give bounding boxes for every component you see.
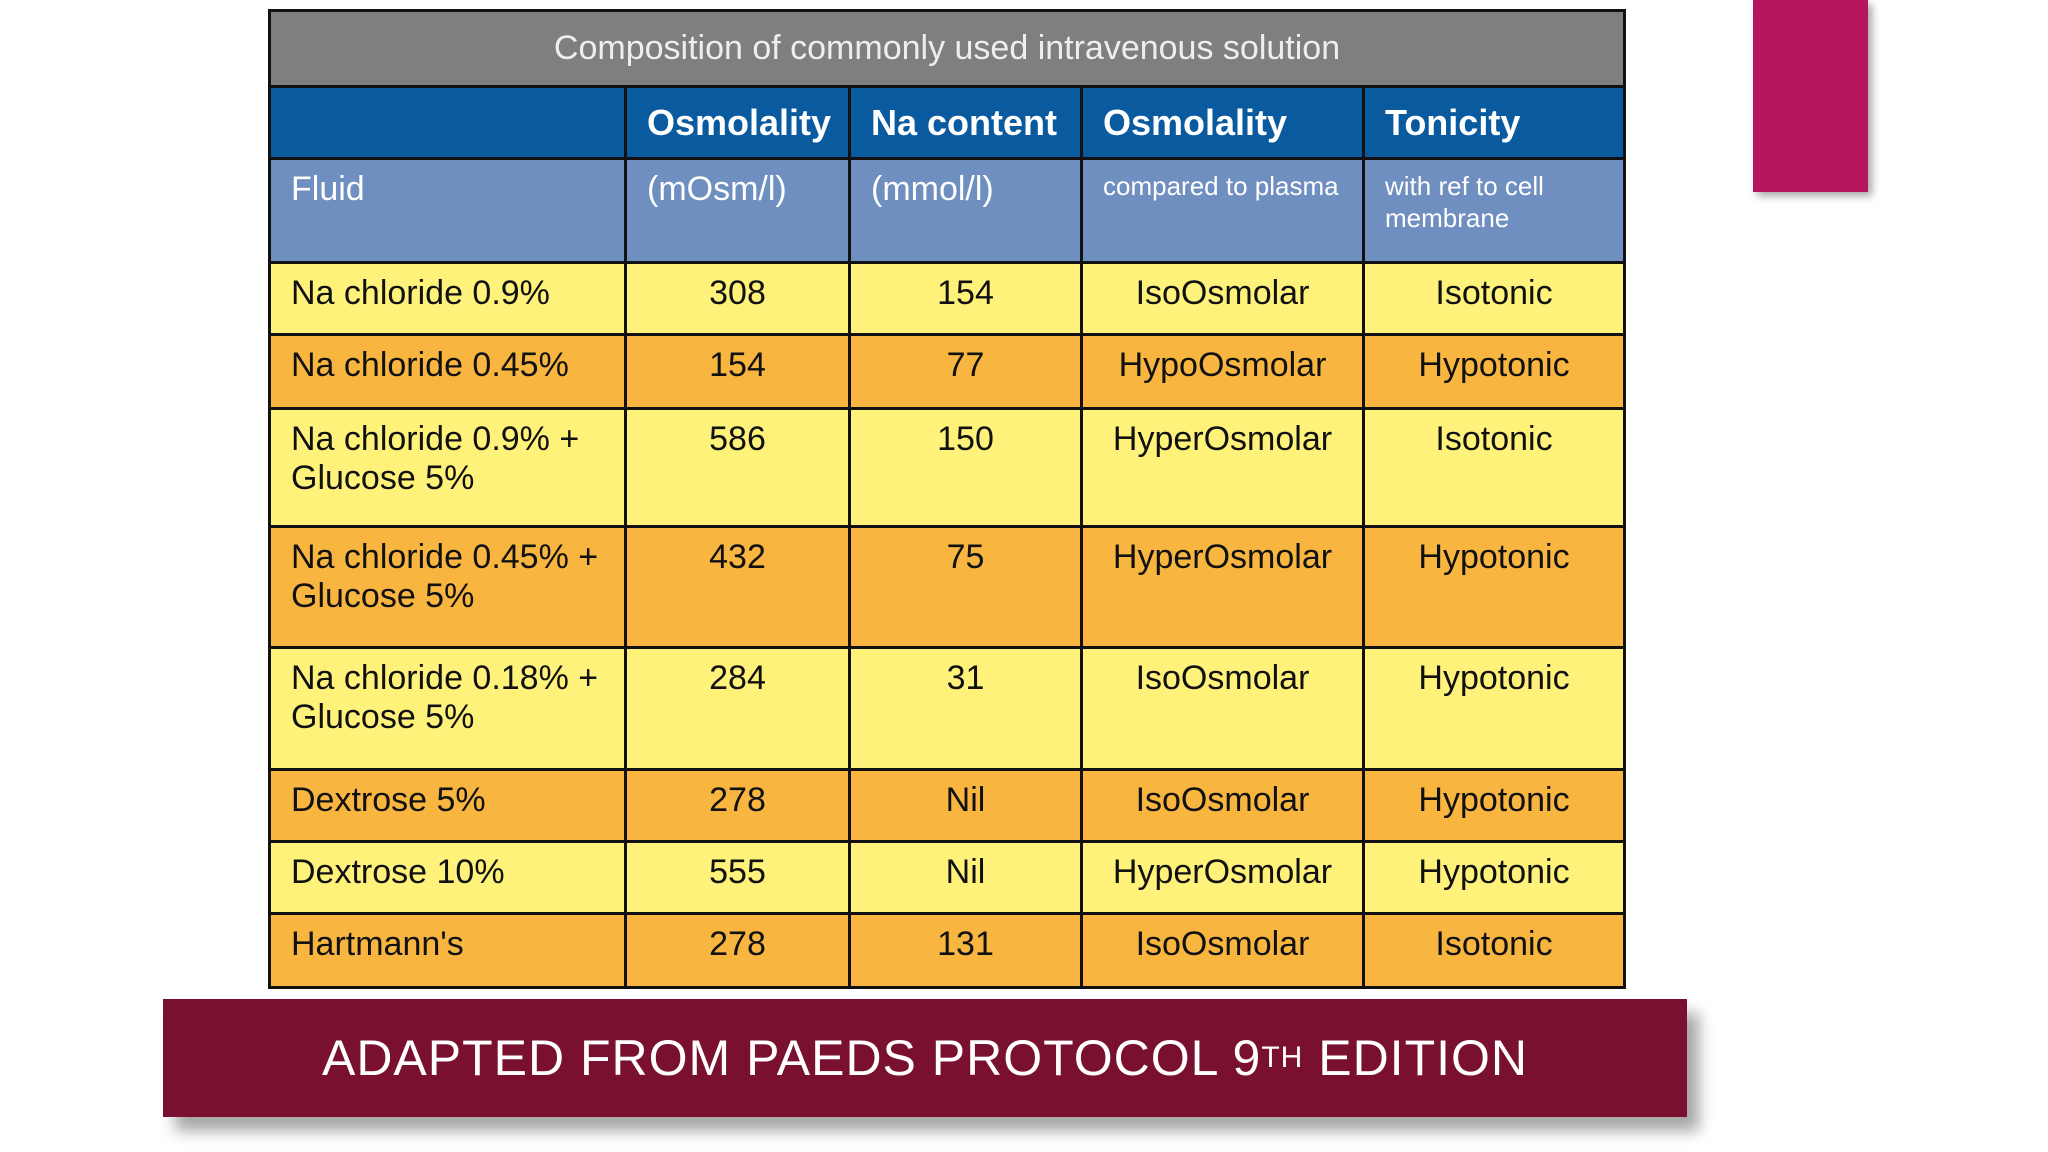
table-cell: HyperOsmolar — [1080, 407, 1365, 528]
caption: ADAPTED FROM PAEDS PROTOCOL 9 TH EDITION — [163, 999, 1687, 1117]
caption-tail: EDITION — [1303, 1030, 1529, 1086]
table-cell: Na chloride 0.45% — [268, 333, 627, 410]
table-cell: IsoOsmolar — [1080, 646, 1365, 771]
table-cell: Na chloride 0.9% + Glucose 5% — [268, 407, 627, 528]
table-cell: Hypotonic — [1361, 768, 1627, 843]
table-row: Na chloride 0.9% + Glucose 5% 586 150 Hyper… — [268, 407, 1627, 528]
table-cell: HyperOsmolar — [1080, 840, 1365, 915]
table-cell: 154 — [848, 261, 1083, 336]
table-cell: IsoOsmolar — [1080, 768, 1365, 843]
subheader-cell: with ref to cell membrane — [1361, 157, 1627, 264]
table-cell: 77 — [848, 333, 1083, 410]
table-cell: 278 — [624, 768, 851, 843]
table-row: Na chloride 0.9% 308 154 IsoOsmolar Isotonic — [268, 261, 1627, 336]
table-cell: 308 — [624, 261, 851, 336]
header-cell — [268, 85, 627, 160]
table-cell: Hartmann's — [268, 912, 627, 989]
accent-block — [1753, 0, 1868, 192]
table-row: Dextrose 10% 555 Nil HyperOsmolar Hypotonic — [268, 840, 1627, 915]
subheader-cell: (mOsm/l) — [624, 157, 851, 264]
table-cell: 278 — [624, 912, 851, 989]
table-cell: 432 — [624, 525, 851, 649]
table-cell: 555 — [624, 840, 851, 915]
table-cell: IsoOsmolar — [1080, 261, 1365, 336]
caption-sup: TH — [1261, 1041, 1304, 1074]
table-cell: Hypotonic — [1361, 840, 1627, 915]
table-cell: 131 — [848, 912, 1083, 989]
table-cell: Isotonic — [1361, 261, 1627, 336]
table-row: Na chloride 0.45% + Glucose 5% 432 75 Hyper… — [268, 525, 1627, 649]
table-cell: HypoOsmolar — [1080, 333, 1365, 410]
table-cell: 75 — [848, 525, 1083, 649]
table-cell: Na chloride 0.18% + Glucose 5% — [268, 646, 627, 771]
table-cell: Hypotonic — [1361, 525, 1627, 649]
table-cell: Nil — [848, 768, 1083, 843]
table-title: Composition of commonly used intravenous… — [267, 9, 1627, 88]
header-cell: Osmolality — [1080, 85, 1365, 160]
subheader-cell: compared to plasma — [1080, 157, 1365, 264]
header-cell: Na content — [848, 85, 1083, 160]
table-cell: Isotonic — [1361, 912, 1627, 989]
subheader-row: Fluid (mOsm/l) (mmol/l) compared to plasma w… — [268, 157, 1627, 264]
table-cell: Dextrose 5% — [268, 768, 627, 843]
table-row: Dextrose 5% 278 Nil IsoOsmolar Hypotonic — [268, 768, 1627, 843]
table-cell: Hypotonic — [1361, 333, 1627, 410]
table-cell: Na chloride 0.9% — [268, 261, 627, 336]
table-cell: 586 — [624, 407, 851, 528]
table-cell: 31 — [848, 646, 1083, 771]
subheader-cell: Fluid — [268, 157, 627, 264]
fluid-table: Composition of commonly used intravenous… — [267, 9, 1627, 989]
table-cell: IsoOsmolar — [1080, 912, 1365, 989]
table-cell: 284 — [624, 646, 851, 771]
subheader-cell: (mmol/l) — [848, 157, 1083, 264]
table-cell: Hypotonic — [1361, 646, 1627, 771]
table-cell: 154 — [624, 333, 851, 410]
table-row: Hartmann's 278 131 IsoOsmolar Isotonic — [268, 912, 1627, 989]
header-cell: Tonicity — [1361, 85, 1627, 160]
table-row: Na chloride 0.45% 154 77 HypoOsmolar Hypoton… — [268, 333, 1627, 410]
table-cell: Na chloride 0.45% + Glucose 5% — [268, 525, 627, 649]
table-cell: HyperOsmolar — [1080, 525, 1365, 649]
title-row: Composition of commonly used intravenous… — [267, 9, 1627, 88]
caption-text: ADAPTED FROM PAEDS PROTOCOL 9 — [321, 1030, 1262, 1086]
table-cell: Dextrose 10% — [268, 840, 627, 915]
header-cell: Osmolality — [624, 85, 851, 160]
table-cell: 150 — [848, 407, 1083, 528]
table-cell: Nil — [848, 840, 1083, 915]
table-row: Na chloride 0.18% + Glucose 5% 284 31 IsoOs… — [268, 646, 1627, 771]
table-cell: Isotonic — [1361, 407, 1627, 528]
header-row: Osmolality Na content Osmolality Tonicity — [268, 85, 1627, 160]
